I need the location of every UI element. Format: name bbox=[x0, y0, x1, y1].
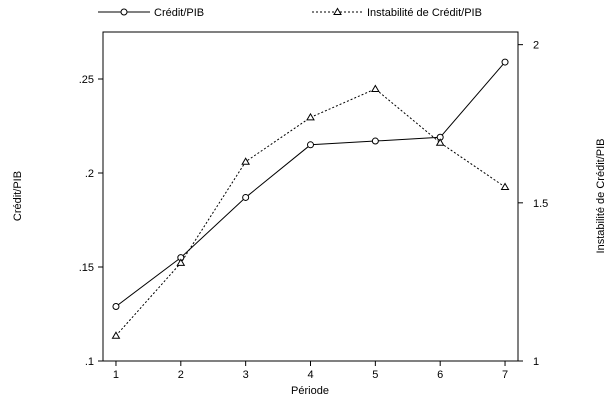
data-point-instabilite bbox=[176, 258, 186, 266]
data-point-credit-pib bbox=[112, 302, 120, 310]
legend-label-credit-pib: Crédit/PIB bbox=[154, 7, 204, 19]
left-y-axis-label: Crédit/PIB bbox=[12, 171, 24, 221]
right-y-tick-label: 1 bbox=[533, 356, 539, 368]
data-point-credit-pib bbox=[242, 193, 250, 201]
legend: Crédit/PIB Instabilité de Crédit/PIB bbox=[98, 7, 482, 19]
series-layer bbox=[111, 58, 510, 339]
right-y-axis-label: Instabilité de Crédit/PIB bbox=[595, 139, 607, 254]
legend-marker-instabilite bbox=[333, 7, 342, 15]
x-tick-label: 6 bbox=[437, 369, 443, 381]
x-tick-label: 5 bbox=[372, 369, 378, 381]
right-y-axis: 11.52 bbox=[518, 40, 548, 368]
plot-frame bbox=[102, 31, 519, 362]
legend-marker-credit-pib bbox=[120, 8, 128, 16]
left-y-axis: .1 .15 .2 .25 bbox=[79, 74, 103, 368]
x-axis-label: Période bbox=[291, 385, 329, 397]
legend-label-instabilite: Instabilité de Crédit/PIB bbox=[367, 7, 482, 19]
series-line-instabilite bbox=[115, 88, 506, 337]
data-point-instabilite bbox=[370, 84, 380, 92]
data-point-instabilite bbox=[435, 138, 445, 146]
data-point-instabilite bbox=[500, 182, 510, 191]
x-tick-label: 7 bbox=[502, 369, 508, 381]
left-y-tick-label: .15 bbox=[79, 262, 94, 274]
data-point-credit-pib bbox=[307, 141, 314, 149]
x-tick-label: 3 bbox=[243, 369, 249, 381]
data-point-credit-pib bbox=[371, 137, 379, 145]
right-y-tick-label: 1.5 bbox=[533, 198, 548, 210]
left-y-tick-label: .2 bbox=[85, 168, 94, 180]
x-axis: 1 2 3 4 5 6 7 bbox=[113, 361, 508, 381]
x-tick-label: 1 bbox=[113, 369, 119, 381]
right-y-tick-label: 2 bbox=[533, 40, 539, 52]
left-y-tick-label: .25 bbox=[79, 74, 94, 86]
data-point-instabilite bbox=[306, 112, 315, 121]
data-point-credit-pib bbox=[501, 58, 509, 66]
data-point-instabilite bbox=[111, 331, 121, 339]
left-y-tick-label: .1 bbox=[85, 356, 94, 368]
data-point-instabilite bbox=[241, 157, 251, 165]
x-tick-label: 4 bbox=[307, 369, 313, 381]
x-tick-label: 2 bbox=[178, 369, 184, 381]
